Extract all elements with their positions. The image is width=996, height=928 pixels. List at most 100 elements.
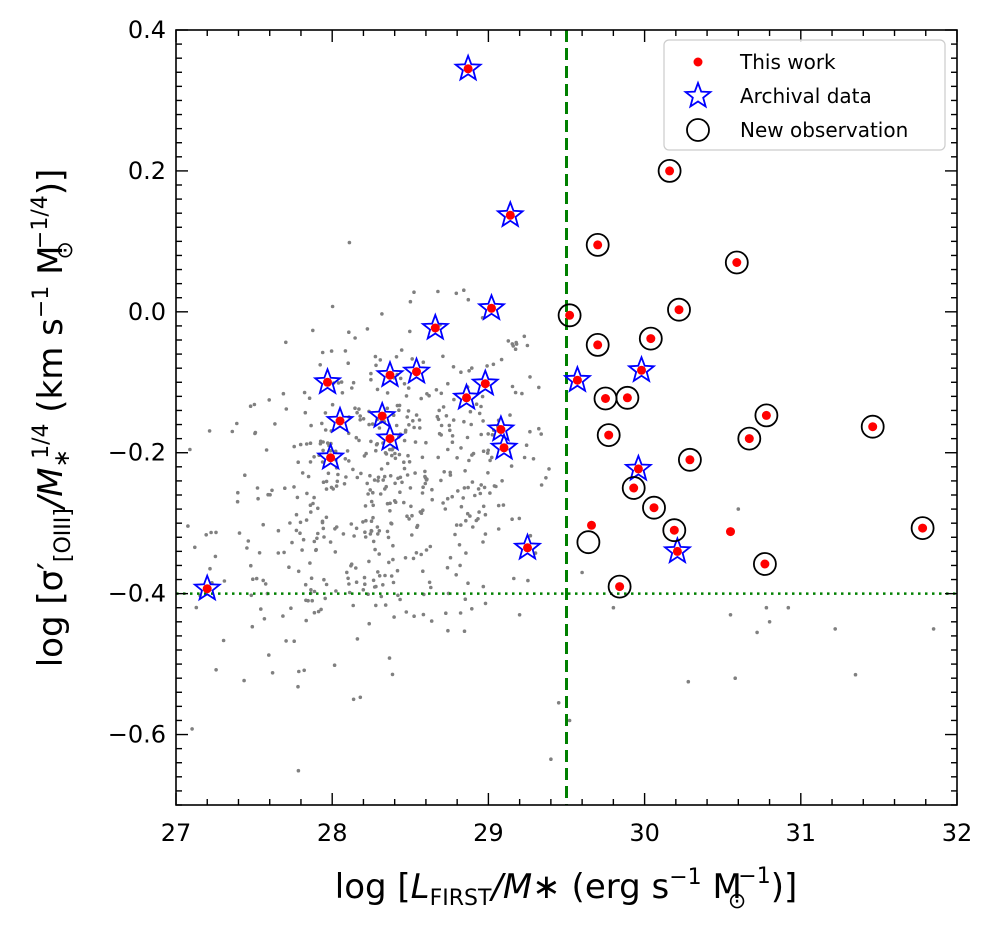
background-point [296, 569, 301, 574]
y-tick-label: −0.6 [108, 721, 166, 749]
background-point [728, 613, 733, 617]
background-point [344, 475, 348, 479]
background-point [394, 423, 399, 428]
background-point [321, 448, 325, 453]
background-point [424, 548, 429, 552]
background-point [429, 619, 434, 623]
background-point [282, 550, 286, 555]
background-point [407, 423, 411, 427]
background-point [347, 590, 352, 595]
background-point [375, 525, 380, 529]
background-point [411, 556, 416, 561]
background-point [349, 562, 354, 566]
background-point [374, 442, 379, 447]
new-observation-circle [642, 495, 666, 520]
background-point [207, 429, 212, 433]
background-point [385, 406, 390, 411]
background-point [402, 438, 407, 443]
x-tick-label: 28 [317, 819, 348, 847]
background-point [408, 486, 413, 490]
background-point [389, 521, 393, 525]
background-point [349, 522, 354, 526]
background-point [447, 423, 452, 428]
y-tick-label: −0.4 [108, 580, 166, 608]
background-point [408, 299, 413, 304]
background-point [288, 521, 292, 525]
background-point [276, 551, 281, 555]
background-point [413, 440, 418, 444]
background-point [373, 354, 378, 359]
this-work-point [629, 483, 639, 493]
background-point [510, 517, 514, 521]
background-point [415, 525, 419, 529]
background-point [405, 473, 410, 477]
archival-star [495, 199, 525, 228]
background-point [462, 486, 467, 490]
background-point [458, 611, 463, 615]
background-point [323, 596, 328, 601]
background-point [436, 455, 441, 460]
background-point [509, 464, 514, 468]
background-point [441, 405, 446, 409]
background-point [351, 603, 356, 608]
background-point [369, 439, 373, 444]
background-point [316, 609, 321, 614]
background-point [287, 565, 291, 569]
background-point [351, 380, 356, 385]
background-point [567, 718, 572, 723]
background-point [517, 613, 522, 617]
background-point [478, 491, 483, 496]
background-point [320, 421, 324, 426]
archival-star [375, 423, 405, 452]
background-point [315, 536, 319, 541]
background-point [346, 576, 350, 581]
background-point [363, 530, 367, 534]
background-point [421, 612, 426, 617]
background-point [369, 377, 373, 382]
background-point [358, 418, 363, 422]
background-point [378, 492, 383, 496]
new-observation-circle [753, 552, 777, 576]
background-point [398, 490, 402, 495]
this-work-point [499, 443, 509, 453]
background-point [320, 460, 325, 464]
background-point [363, 504, 368, 508]
background-point [387, 560, 391, 565]
background-point [395, 568, 400, 573]
background-point [408, 329, 412, 334]
background-point [412, 290, 416, 295]
background-point [494, 484, 498, 489]
background-point [473, 493, 477, 498]
background-point [833, 627, 837, 631]
background-point [321, 440, 325, 444]
background-point [294, 528, 299, 533]
background-point [446, 447, 450, 452]
background-point [292, 639, 297, 643]
background-point [309, 588, 313, 592]
background-point [263, 582, 268, 586]
background-point [371, 578, 376, 583]
background-point [374, 603, 378, 608]
background-point [194, 605, 199, 610]
background-point [439, 391, 444, 396]
background-point [333, 550, 338, 554]
background-point [365, 481, 370, 486]
background-point [485, 451, 490, 455]
background-point [437, 431, 442, 436]
background-point [237, 531, 242, 535]
legend: This work Archival data New observation [663, 39, 946, 151]
background-point [443, 507, 448, 511]
background-point [308, 561, 312, 565]
background-point [324, 479, 329, 484]
background-point [363, 582, 367, 586]
background-point [305, 491, 309, 496]
background-point [252, 402, 257, 407]
archival-star [626, 354, 657, 383]
background-point [209, 530, 213, 535]
background-point [461, 496, 466, 500]
background-point [410, 533, 414, 537]
background-point [388, 509, 392, 513]
x-tick-label: 32 [942, 819, 973, 847]
background-point [379, 467, 384, 471]
background-point [301, 537, 306, 542]
